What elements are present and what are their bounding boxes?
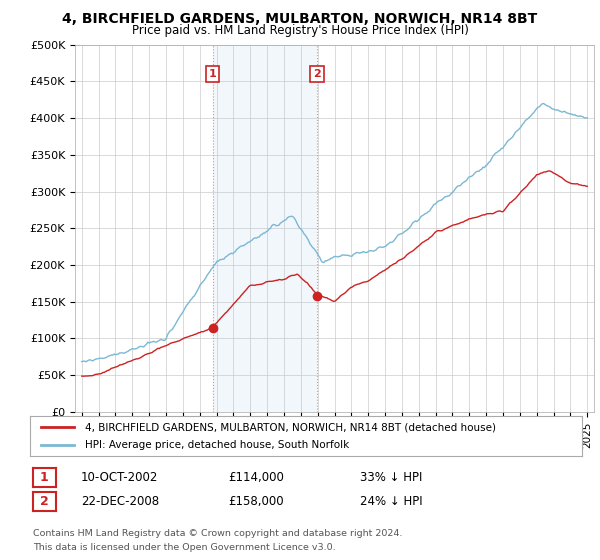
Text: 22-DEC-2008: 22-DEC-2008 xyxy=(81,494,159,508)
Text: 1: 1 xyxy=(40,471,49,484)
Text: 2: 2 xyxy=(40,495,49,508)
Text: £158,000: £158,000 xyxy=(228,494,284,508)
Text: HPI: Average price, detached house, South Norfolk: HPI: Average price, detached house, Sout… xyxy=(85,440,349,450)
Text: 4, BIRCHFIELD GARDENS, MULBARTON, NORWICH, NR14 8BT (detached house): 4, BIRCHFIELD GARDENS, MULBARTON, NORWIC… xyxy=(85,422,496,432)
Text: Contains HM Land Registry data © Crown copyright and database right 2024.: Contains HM Land Registry data © Crown c… xyxy=(33,529,403,538)
Text: 10-OCT-2002: 10-OCT-2002 xyxy=(81,470,158,484)
Bar xyxy=(213,45,317,412)
Text: Price paid vs. HM Land Registry's House Price Index (HPI): Price paid vs. HM Land Registry's House … xyxy=(131,24,469,36)
Text: 24% ↓ HPI: 24% ↓ HPI xyxy=(360,494,422,508)
Text: 2: 2 xyxy=(313,69,321,79)
Text: 4, BIRCHFIELD GARDENS, MULBARTON, NORWICH, NR14 8BT: 4, BIRCHFIELD GARDENS, MULBARTON, NORWIC… xyxy=(62,12,538,26)
Text: £114,000: £114,000 xyxy=(228,470,284,484)
Text: This data is licensed under the Open Government Licence v3.0.: This data is licensed under the Open Gov… xyxy=(33,543,335,552)
Text: 33% ↓ HPI: 33% ↓ HPI xyxy=(360,470,422,484)
Text: 1: 1 xyxy=(209,69,217,79)
